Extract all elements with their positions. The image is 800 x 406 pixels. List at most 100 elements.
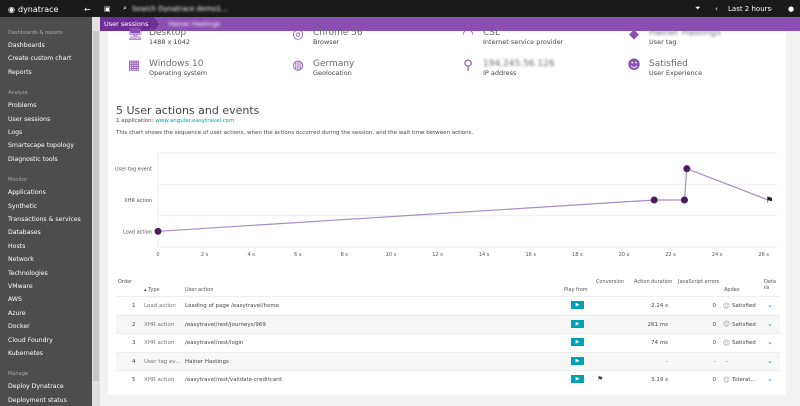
- sidebar-item[interactable]: Create custom chart: [8, 55, 72, 63]
- x-tick-label: 18 s: [572, 252, 583, 258]
- logo-icon: ◉: [8, 5, 15, 14]
- sidebar-item[interactable]: Technologies: [8, 269, 48, 277]
- user-icon[interactable]: ●: [788, 4, 795, 13]
- expand-details-chevron-icon[interactable]: ⌄: [767, 319, 773, 328]
- sidebar-section-title: Dashboards & reports: [8, 30, 63, 36]
- expand-details-chevron-icon[interactable]: ⌄: [767, 301, 773, 309]
- sidebar-item[interactable]: Smartscape topology: [8, 142, 74, 150]
- header-label: Conversion: [596, 279, 625, 285]
- sidebar-item[interactable]: Dashboards: [8, 42, 45, 49]
- column-header-play[interactable]: Play from: [564, 287, 588, 293]
- breadcrumb-user-sessions[interactable]: User sessions: [100, 17, 160, 31]
- play-from-button[interactable]: ▶: [571, 375, 584, 384]
- column-header-apdex[interactable]: Apdex: [724, 287, 740, 293]
- sidebar-item[interactable]: Deploy Dynatrace: [8, 383, 64, 391]
- sidebar-item[interactable]: Problems: [8, 102, 37, 110]
- sidebar-item[interactable]: Applications: [8, 189, 46, 197]
- sidebar-item[interactable]: Cloud Foundry: [8, 336, 53, 344]
- timeframe-selector[interactable]: Last 2 hours: [728, 4, 772, 13]
- sidebar-item[interactable]: Hosts: [8, 242, 26, 250]
- info-browser: ◎ Chrome 56 Browser: [291, 28, 362, 47]
- sidebar-item[interactable]: User sessions: [8, 115, 51, 123]
- sidebar-item[interactable]: Azure: [8, 309, 26, 317]
- table-row[interactable]: 4 User tag ev... Hainer Hastings ▶ - - -…: [116, 351, 780, 371]
- info-label: Internet service provider: [483, 38, 564, 46]
- type-cell: Load action: [144, 303, 176, 309]
- sidebar-item[interactable]: AWS: [8, 296, 22, 304]
- next-timeframe-button[interactable]: ›: [770, 4, 773, 13]
- info-operating-system: ▦ Windows 10 Operating system: [127, 59, 207, 78]
- wifi-icon: ◠: [462, 27, 474, 42]
- main-scrollbar[interactable]: [790, 31, 800, 406]
- apdex-smiley-icon: ☺: [723, 375, 730, 384]
- previous-timeframe-button[interactable]: ‹: [715, 4, 718, 13]
- search-box[interactable]: ⌕ Search Dynatrace demo1...: [123, 0, 228, 17]
- x-tick-label: 0: [156, 252, 159, 258]
- info-value: Hainer Hastings: [649, 28, 721, 38]
- column-header-conversion[interactable]: Conversion: [596, 279, 624, 285]
- sidebar-item[interactable]: VMware: [8, 283, 33, 290]
- data-point: [154, 227, 162, 235]
- info-label: Operating system: [149, 69, 208, 77]
- js-errors-cell: 0: [712, 377, 717, 384]
- column-header-js[interactable]: JavaScript errors: [678, 279, 719, 285]
- play-from-button[interactable]: ▶: [571, 301, 584, 309]
- data-point: [650, 196, 658, 204]
- sidebar-item[interactable]: Logs: [8, 129, 23, 136]
- info-user-tag: ◆ Hainer Hastings User tag: [627, 28, 721, 47]
- user-action-cell[interactable]: /easytravel/rest/journeys/969: [185, 321, 266, 328]
- column-header-order[interactable]: Order: [118, 279, 132, 285]
- sidebar-section-title: Monitor: [8, 177, 28, 184]
- type-cell: XHR action: [144, 321, 175, 328]
- search-icon: ⌕: [123, 4, 127, 12]
- user-action-cell[interactable]: Loading of page /easytravel/home: [185, 303, 280, 309]
- expand-details-chevron-icon[interactable]: ⌄: [767, 338, 773, 347]
- sidebar-item[interactable]: Docker: [8, 323, 30, 331]
- series-line: [157, 167, 769, 232]
- y-tick-label: Load action: [123, 229, 152, 235]
- header-label: Action duration: [634, 279, 673, 285]
- sidebar-item[interactable]: Databases: [8, 229, 41, 237]
- play-from-button[interactable]: ▶: [571, 338, 584, 347]
- column-header-type[interactable]: ▴ Type: [144, 287, 160, 293]
- sidebar-item[interactable]: Transactions & services: [8, 216, 81, 223]
- column-header-duration[interactable]: Action duration: [634, 279, 672, 285]
- sidebar-item[interactable]: Network: [8, 256, 34, 264]
- monitor-icon[interactable]: ▣: [104, 4, 111, 13]
- dynatrace-logo[interactable]: ◉ dynatrace: [8, 5, 58, 14]
- sidebar-item[interactable]: Kubernetes: [8, 350, 44, 357]
- windows-icon: ▦: [127, 58, 141, 73]
- duration-cell: 3.19 s: [651, 377, 668, 384]
- search-input[interactable]: Search Dynatrace demo1...: [131, 4, 228, 13]
- table-row[interactable]: 2 XHR action /easytravel/rest/journeys/9…: [116, 314, 780, 334]
- play-from-button[interactable]: ▶: [571, 319, 584, 328]
- sidebar-item[interactable]: Diagnostic tools: [8, 155, 58, 163]
- type-cell: User tag ev...: [144, 358, 181, 365]
- user-action-cell[interactable]: Hainer Hastings: [185, 358, 229, 365]
- x-tick-label: 4 s: [247, 252, 255, 258]
- collapse-sidebar-icon[interactable]: ←: [84, 5, 91, 14]
- column-header-action[interactable]: User action: [185, 287, 213, 293]
- sidebar-item[interactable]: Synthetic: [8, 202, 38, 210]
- filter-icon[interactable]: ⏷: [695, 4, 701, 12]
- play-from-button[interactable]: ▶: [571, 356, 584, 365]
- table-row[interactable]: 3 XHR action /easytravel/rest/login ▶ 74…: [116, 333, 780, 352]
- info-label: User tag: [649, 38, 677, 46]
- user-action-cell[interactable]: /easytravel/rest/validate-creditcard: [185, 377, 282, 384]
- table-row[interactable]: 1 Load action Loading of page /easytrave…: [116, 296, 780, 315]
- application-link[interactable]: www.angular.easytravel.com: [155, 118, 235, 124]
- x-tick-label: 6 s: [294, 252, 302, 258]
- expand-details-chevron-icon[interactable]: ⌄: [767, 375, 773, 384]
- data-point: [683, 165, 691, 173]
- smiley-icon: ☻: [627, 58, 641, 73]
- table-row[interactable]: 5 XHR action /easytravel/rest/validate-c…: [116, 370, 780, 389]
- sidebar-item[interactable]: Deployment status: [8, 396, 67, 404]
- expand-details-chevron-icon[interactable]: ⌄: [767, 356, 773, 365]
- x-tick-label: 16 s: [525, 252, 536, 258]
- sidebar-scrollbar-thumb[interactable]: [93, 31, 99, 381]
- tag-icon: ◆: [629, 27, 639, 42]
- sidebar-item[interactable]: Reports: [8, 68, 32, 76]
- column-header-details[interactable]: Details: [764, 279, 776, 291]
- user-action-cell[interactable]: /easytravel/rest/login: [185, 340, 244, 347]
- x-tick-label: 12 s: [432, 252, 443, 258]
